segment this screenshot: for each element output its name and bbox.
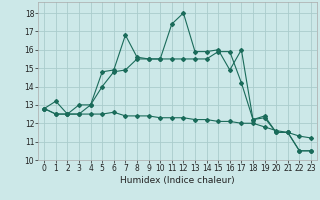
X-axis label: Humidex (Indice chaleur): Humidex (Indice chaleur) (120, 176, 235, 185)
